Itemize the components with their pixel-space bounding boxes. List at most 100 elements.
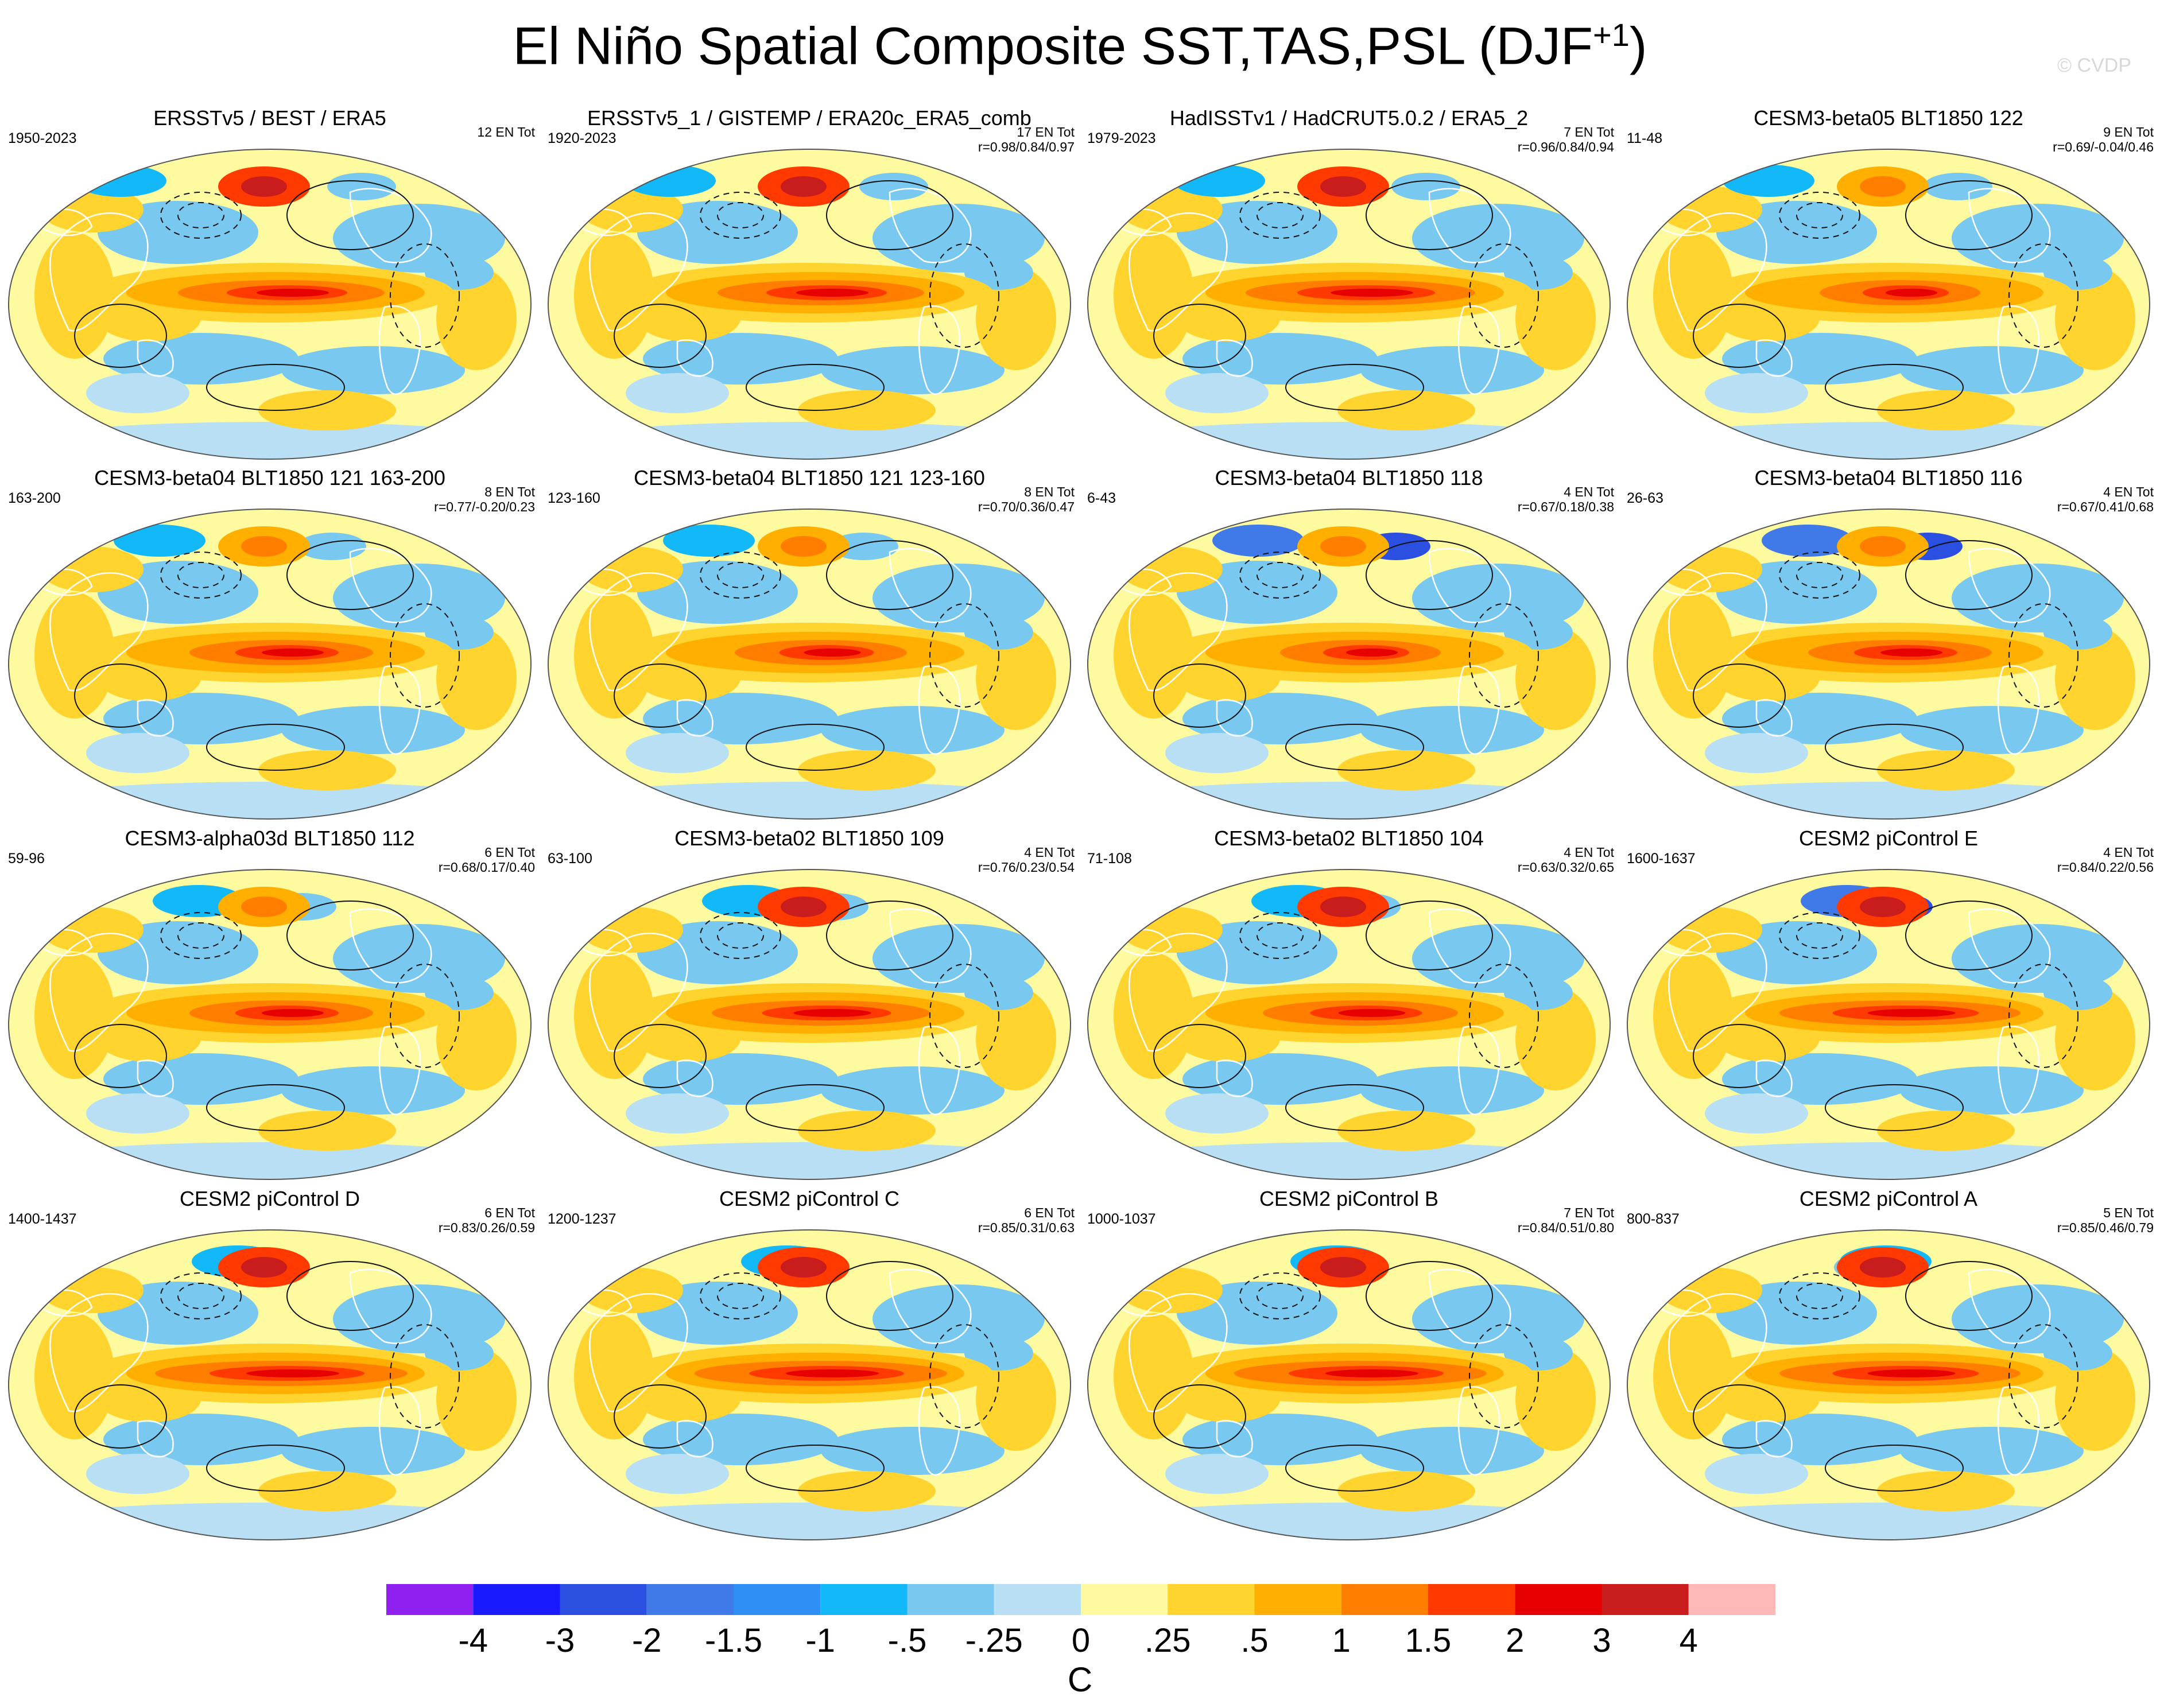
anomaly-region — [798, 1111, 936, 1151]
psl-contour — [929, 964, 999, 1068]
panel-en-stats: 5 EN Tot r=0.85/0.46/0.79 — [2057, 1205, 2154, 1235]
panel-pattern-correlation: r=0.77/-0.20/0.23 — [434, 499, 535, 514]
coastline — [1668, 212, 1767, 332]
panel-title: CESM3-beta02 BLT1850 104 — [1214, 826, 1484, 850]
panel-en-stats: 12 EN Tot — [477, 125, 535, 139]
anomaly-region — [548, 1142, 1071, 1179]
figure-title-main: El Niño Spatial Composite SST,TAS,PSL (D… — [513, 17, 1593, 76]
map-panel: ERSSTv5 / BEST / ERA5 1950-2023 12 EN Tot — [0, 106, 540, 468]
coastline — [1428, 1268, 1511, 1344]
anomaly-region — [793, 1009, 871, 1017]
coastline — [676, 339, 713, 377]
psl-contour — [1905, 900, 2033, 971]
anomaly-region — [964, 615, 1033, 650]
coastline — [676, 699, 713, 737]
colorbar-tick-label: 1.5 — [1405, 1622, 1452, 1659]
panel-title: CESM3-beta02 BLT1850 109 — [674, 826, 944, 850]
map-border — [1087, 508, 1611, 820]
anomaly-region — [1504, 976, 1573, 1010]
coastline — [378, 305, 421, 395]
anomaly-region — [643, 1053, 838, 1105]
colorbar-tick-label: -1 — [805, 1622, 835, 1659]
anomaly-region — [1722, 1414, 1917, 1465]
panel-en-count: 5 EN Tot — [2103, 1205, 2154, 1220]
anomaly-region — [1391, 173, 1460, 200]
anomaly-region — [872, 1284, 1045, 1353]
anomaly-region — [425, 615, 494, 650]
psl-contour — [1825, 1084, 1964, 1131]
panel-pattern-correlation: r=0.63/0.32/0.65 — [1517, 860, 1614, 875]
anomaly-region — [1088, 1142, 1610, 1179]
sst-anomaly-map — [8, 869, 532, 1180]
anomaly-region — [241, 536, 287, 557]
anomaly-region — [798, 390, 936, 430]
panel-title: CESM3-beta04 BLT1850 118 — [1215, 466, 1483, 490]
psl-contour — [1257, 202, 1304, 228]
anomaly-region — [1722, 693, 1917, 744]
anomaly-region — [964, 976, 1033, 1010]
panel-en-stats: 8 EN Tot r=0.70/0.36/0.47 — [978, 484, 1075, 514]
panel-title: CESM3-beta04 BLT1850 121 163-200 — [94, 466, 445, 490]
psl-contour — [1285, 1084, 1424, 1131]
anomaly-region — [258, 390, 396, 430]
panel-pattern-correlation: r=0.96/0.84/0.94 — [1517, 139, 1614, 154]
anomaly-region — [872, 564, 1045, 632]
coastline — [349, 908, 432, 984]
anomaly-region — [103, 693, 298, 744]
coastline — [1997, 1025, 2040, 1115]
panel-title: CESM2 piControl C — [719, 1187, 900, 1210]
anomaly-region — [1880, 649, 1942, 657]
anomaly-region — [1860, 176, 1906, 197]
panel-en-stats: 7 EN Tot r=0.96/0.84/0.94 — [1518, 125, 1614, 154]
coastline — [889, 188, 972, 263]
anomaly-region — [548, 422, 1071, 459]
psl-contour — [1153, 663, 1246, 728]
anomaly-region — [281, 706, 465, 754]
anomaly-region — [1088, 422, 1610, 459]
coastline — [137, 699, 174, 737]
psl-contour — [1285, 724, 1424, 771]
anomaly-region — [626, 733, 729, 773]
anomaly-region — [1337, 750, 1475, 790]
psl-contour — [1469, 243, 1539, 348]
panel-pattern-correlation: r=0.85/0.46/0.79 — [2057, 1220, 2154, 1235]
colorbar-swatch — [1254, 1584, 1341, 1615]
psl-contour — [177, 202, 224, 228]
coastline — [1216, 699, 1253, 737]
anomaly-region — [1412, 1284, 1584, 1353]
panel-en-count: 9 EN Tot — [2103, 125, 2154, 139]
panel-en-stats: 4 EN Tot r=0.67/0.41/0.68 — [2057, 484, 2154, 514]
coastline — [1968, 908, 2051, 984]
coastline — [1997, 665, 2040, 755]
psl-contour — [700, 192, 781, 239]
anomaly-region — [1860, 1257, 1906, 1278]
sst-anomaly-map — [8, 508, 532, 820]
anomaly-region — [436, 627, 517, 730]
panel-pattern-correlation: r=0.84/0.51/0.80 — [1517, 1220, 1614, 1235]
anomaly-region — [1360, 346, 1544, 394]
panel-period: 59-96 — [8, 851, 45, 867]
colorbar-swatch — [734, 1584, 821, 1615]
anomaly-region — [241, 1257, 287, 1278]
anomaly-region — [241, 176, 287, 197]
coastline — [1216, 1059, 1253, 1097]
anomaly-region — [1705, 1454, 1808, 1494]
anomaly-region — [964, 1336, 1033, 1371]
anomaly-region — [796, 289, 868, 297]
psl-contour — [717, 1283, 764, 1309]
colorbar-swatch — [907, 1584, 994, 1615]
coastline — [49, 572, 149, 692]
coastline — [889, 908, 972, 984]
anomaly-region — [9, 1142, 531, 1179]
panel-period: 1200-1237 — [548, 1211, 616, 1227]
coastline — [1457, 1025, 1500, 1115]
panel-en-count: 12 EN Tot — [477, 125, 535, 139]
sst-anomaly-map — [548, 869, 1071, 1180]
psl-contour — [1257, 562, 1304, 588]
map-border — [8, 869, 532, 1180]
psl-contour — [286, 900, 414, 971]
map-border — [1627, 1229, 2150, 1540]
psl-contour — [1779, 1272, 1860, 1319]
psl-contour — [177, 1283, 224, 1309]
colorbar-tick-label: 4 — [1680, 1622, 1698, 1659]
